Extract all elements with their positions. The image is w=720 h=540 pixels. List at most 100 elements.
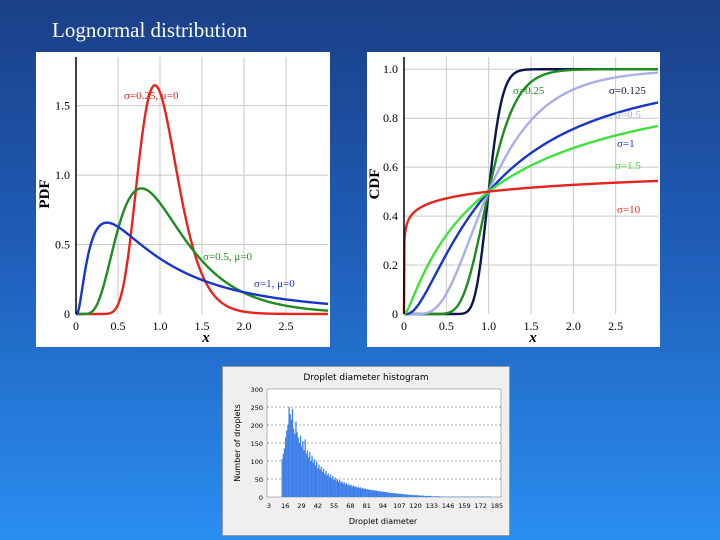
histogram-bar xyxy=(356,487,358,497)
histogram-bar xyxy=(414,495,417,497)
histogram-bar xyxy=(312,462,314,497)
histogram-bar xyxy=(432,496,434,497)
histogram-bar xyxy=(302,441,304,497)
histogram-bar xyxy=(307,457,310,497)
cdf-y-tick-label: 1.0 xyxy=(383,62,398,76)
histogram-bar xyxy=(389,492,391,497)
histogram-bar xyxy=(386,492,388,497)
histogram-x-tick-label: 172 xyxy=(475,502,487,510)
histogram-bar xyxy=(339,480,341,497)
histogram-bar xyxy=(367,489,370,497)
histogram-x-tick-label: 29 xyxy=(297,502,305,510)
histogram-bar xyxy=(413,495,416,497)
pdf-y-tick-label: 1.0 xyxy=(55,168,70,182)
pdf-x-tick-label: 2.0 xyxy=(237,319,252,333)
histogram-bar xyxy=(290,419,293,497)
cdf-legend-sigma-0.25: σ=0.25 xyxy=(513,85,545,97)
histogram-bar xyxy=(436,496,439,497)
pdf-x-tick-label: 0.5 xyxy=(111,319,126,333)
histogram-bar xyxy=(434,496,436,497)
cdf-curve-sigma-0.5 xyxy=(403,71,659,316)
pdf-y-tick-label: 0.5 xyxy=(55,238,70,252)
histogram-bar xyxy=(384,491,387,497)
histogram-bar xyxy=(317,468,319,497)
pdf-legend-sigma-1: σ=1, μ=0 xyxy=(254,278,295,290)
histogram-bar xyxy=(320,466,322,497)
histogram-bar xyxy=(393,493,395,497)
pdf-x-tick-label: 1.0 xyxy=(153,319,168,333)
cdf-legend-sigma-0.5: σ=0.5 xyxy=(615,109,641,121)
histogram-bar xyxy=(298,443,301,497)
cdf-x-tick-label: 2.0 xyxy=(566,319,581,333)
histogram-x-tick-label: 94 xyxy=(379,502,387,510)
histogram-panel: Droplet diameter histogram 0 50 100 150 200 2… xyxy=(222,366,510,536)
pdf-legend-sigma-0.25: σ=0.25, μ=0 xyxy=(124,90,179,102)
histogram-bar xyxy=(326,475,328,497)
pdf-curve-sigma-0.25 xyxy=(75,84,329,316)
histogram-bar xyxy=(345,483,348,497)
histogram-bar xyxy=(368,489,371,497)
histogram-bar xyxy=(404,494,406,497)
histogram-bar xyxy=(325,471,327,497)
histogram-bar xyxy=(318,464,320,497)
histogram-bar xyxy=(282,453,284,497)
histogram-y-tick-label: 150 xyxy=(251,440,263,448)
histogram-bar xyxy=(296,432,298,497)
histogram-bar xyxy=(343,482,345,497)
histogram-bar xyxy=(396,493,398,497)
histogram-bar xyxy=(422,495,425,497)
histogram-bar xyxy=(426,495,428,497)
histogram-bar xyxy=(316,461,318,497)
cdf-y-tick-label: 0.2 xyxy=(383,258,398,272)
histogram-bar xyxy=(398,493,401,497)
histogram-bar xyxy=(405,494,407,497)
histogram-bar xyxy=(402,494,404,497)
histogram-bar xyxy=(358,488,360,497)
histogram-bar xyxy=(305,453,307,497)
histogram-bar xyxy=(283,448,286,497)
cdf-curve-sigma-1.5 xyxy=(403,124,659,316)
cdf-y-axis-label: CDF xyxy=(367,169,383,200)
histogram-y-tick-label: 0 xyxy=(259,494,263,502)
cdf-x-tick-label: 2.5 xyxy=(608,319,623,333)
histogram-bar xyxy=(336,479,338,497)
histogram-bar xyxy=(310,461,312,497)
histogram-y-tick-label: 250 xyxy=(251,404,263,412)
histogram-bar xyxy=(314,465,317,497)
histogram-bar xyxy=(293,428,295,497)
histogram-x-tick-label: 42 xyxy=(314,502,322,510)
histogram-bar xyxy=(403,494,405,497)
histogram-bar xyxy=(425,495,427,497)
histogram-bar xyxy=(380,491,382,497)
histogram-x-tick-label: 185 xyxy=(491,502,503,510)
cdf-legend-sigma-0.125: σ=0.125 xyxy=(609,85,646,97)
histogram-bar xyxy=(281,459,283,497)
histogram-bar xyxy=(388,492,390,497)
histogram-bar xyxy=(371,489,373,497)
histogram-bar xyxy=(430,496,433,497)
cdf-y-tick-label: 0.4 xyxy=(383,209,398,223)
cdf-y-tick-label: 0.6 xyxy=(383,160,398,174)
pdf-chart-panel: 0 0.5 1.0 1.5 2.0 2.5 0 0.5 1.0 1.5 PDF x σ=0.25,… xyxy=(36,52,330,347)
histogram-bar xyxy=(410,494,412,497)
histogram-bar xyxy=(372,490,374,497)
histogram-bar xyxy=(379,491,381,497)
histogram-bar xyxy=(401,494,403,497)
histogram-bar xyxy=(418,495,420,497)
histogram-bar xyxy=(394,493,396,497)
histogram-y-tick-label: 100 xyxy=(251,458,263,466)
histogram-bar xyxy=(361,488,364,497)
cdf-x-tick-label: 0 xyxy=(401,319,407,333)
histogram-x-tick-label: 159 xyxy=(458,502,470,510)
histogram-y-tick-label: 300 xyxy=(251,386,263,394)
histogram-bar xyxy=(406,494,409,497)
histogram-bar xyxy=(421,495,424,497)
histogram-bar xyxy=(424,495,426,497)
histogram-x-axis-label: Droplet diameter xyxy=(349,517,418,526)
histogram-bar xyxy=(304,439,306,497)
histogram-bar xyxy=(370,490,372,497)
histogram-bar xyxy=(435,496,437,497)
histogram-bar xyxy=(420,495,422,497)
cdf-legend-sigma-1.5: σ=1.5 xyxy=(615,160,641,172)
histogram-bar xyxy=(365,489,367,497)
